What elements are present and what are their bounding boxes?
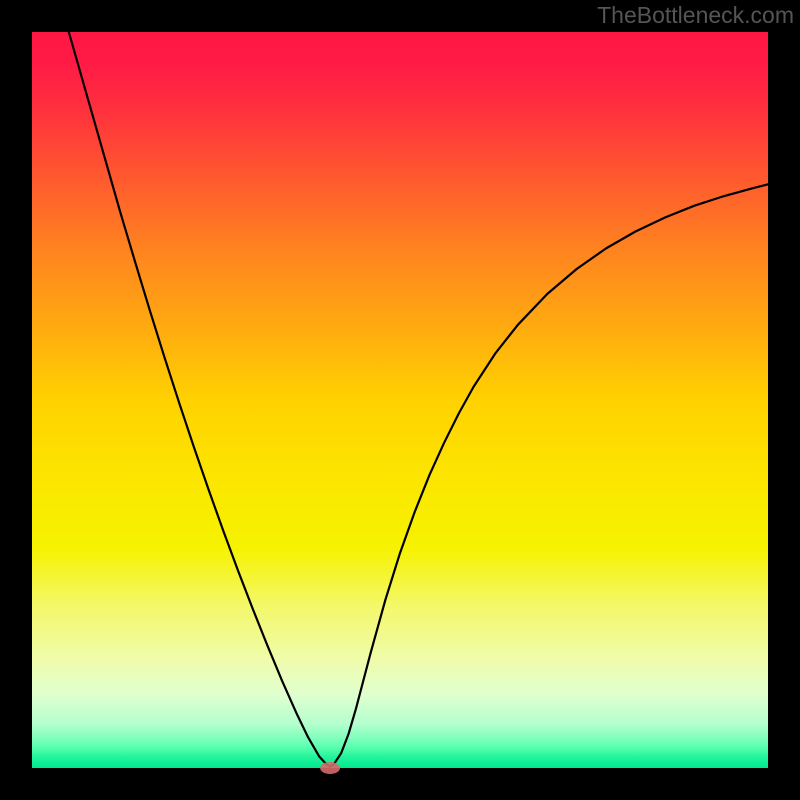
- chart-container: TheBottleneck.com: [0, 0, 800, 800]
- bottleneck-chart: [0, 0, 800, 800]
- optimum-marker: [320, 762, 340, 774]
- plot-background: [32, 32, 768, 768]
- watermark-text: TheBottleneck.com: [597, 2, 794, 29]
